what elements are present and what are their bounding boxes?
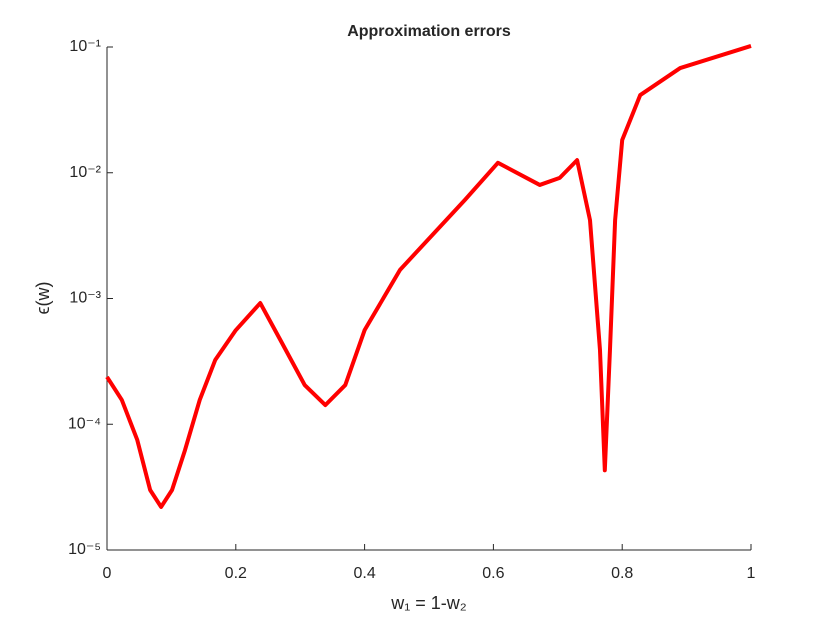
x-tick-label: 0.6 xyxy=(482,565,504,582)
y-tick-label: 10⁻⁵ xyxy=(68,541,101,558)
x-axis-label: w₁ = 1-w₂ xyxy=(390,593,467,613)
y-axis-label: ϵ(w) xyxy=(33,282,53,315)
y-tick-label: 10⁻⁴ xyxy=(68,415,101,432)
y-tick-label: 10⁻² xyxy=(69,164,101,181)
x-tick-label: 0.2 xyxy=(225,565,247,582)
data-line xyxy=(105,44,752,509)
x-tick-label: 0 xyxy=(103,565,112,582)
x-tick-label: 0.8 xyxy=(611,565,633,582)
y-tick-label: 10⁻¹ xyxy=(69,38,101,55)
x-tick-label: 1 xyxy=(747,565,756,582)
chart-title: Approximation errors xyxy=(347,23,511,40)
x-tick-label: 0.4 xyxy=(353,565,375,582)
y-tick-label: 10⁻³ xyxy=(69,290,101,307)
